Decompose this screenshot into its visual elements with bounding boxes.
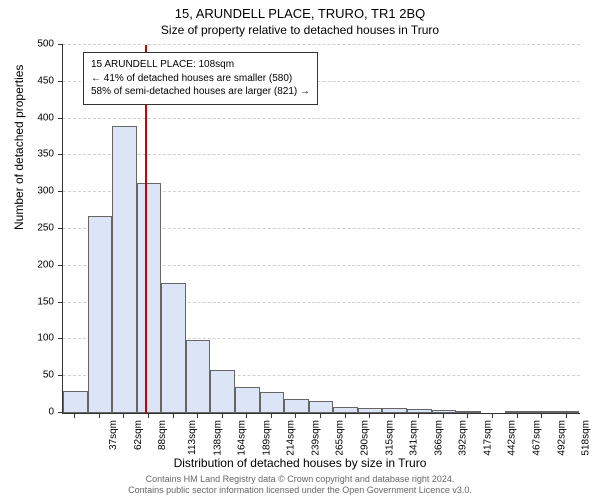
xtick-label: 315sqm (384, 420, 395, 456)
container: 15, ARUNDELL PLACE, TRURO, TR1 2BQ Size … (0, 0, 600, 500)
xtick-label: 366sqm (433, 420, 444, 456)
bar (505, 411, 530, 413)
xtick-mark (74, 413, 75, 418)
xtick-label: 442sqm (507, 420, 518, 456)
bar (112, 126, 137, 413)
footer-line-2: Contains public sector information licen… (0, 485, 600, 496)
bar (235, 387, 260, 413)
ytick-label: 450 (0, 75, 54, 86)
xtick-label: 189sqm (261, 420, 272, 456)
ytick-label: 250 (0, 223, 54, 234)
ytick-mark (58, 338, 63, 339)
ytick-mark (58, 44, 63, 45)
info-line-1: 15 ARUNDELL PLACE: 108sqm (91, 58, 310, 72)
xtick-label: 62sqm (133, 420, 144, 450)
xtick-label: 214sqm (286, 420, 297, 456)
bar (333, 407, 358, 413)
xtick-label: 492sqm (556, 420, 567, 456)
xtick-mark (566, 413, 567, 418)
info-line-2: ← 41% of detached houses are smaller (58… (91, 72, 310, 86)
ytick-label: 100 (0, 333, 54, 344)
xtick-label: 341sqm (409, 420, 420, 456)
bar (210, 370, 235, 413)
ytick-label: 50 (0, 370, 54, 381)
xtick-mark (467, 413, 468, 418)
ytick-mark (58, 375, 63, 376)
gridline (63, 118, 580, 119)
xtick-mark (517, 413, 518, 418)
xtick-mark (345, 413, 346, 418)
xtick-label: 37sqm (108, 420, 119, 450)
title-main: 15, ARUNDELL PLACE, TRURO, TR1 2BQ (0, 6, 600, 21)
xtick-mark (295, 413, 296, 418)
xtick-label: 88sqm (157, 420, 168, 450)
xtick-label: 417sqm (482, 420, 493, 456)
ytick-mark (58, 228, 63, 229)
bar (309, 401, 334, 413)
xtick-mark (271, 413, 272, 418)
x-axis-label: Distribution of detached houses by size … (0, 456, 600, 470)
xtick-label: 290sqm (360, 420, 371, 456)
xtick-mark (173, 413, 174, 418)
xtick-mark (492, 413, 493, 418)
xtick-label: 113sqm (187, 420, 198, 455)
bar (186, 340, 211, 413)
chart-area: 15 ARUNDELL PLACE: 108sqm ← 41% of detac… (62, 44, 580, 414)
xtick-mark (418, 413, 419, 418)
ytick-mark (58, 302, 63, 303)
xtick-mark (222, 413, 223, 418)
ytick-label: 300 (0, 186, 54, 197)
xtick-label: 265sqm (335, 420, 346, 456)
ytick-mark (58, 191, 63, 192)
xtick-label: 392sqm (458, 420, 469, 456)
xtick-label: 138sqm (212, 420, 223, 456)
bar (260, 392, 285, 413)
xtick-mark (394, 413, 395, 418)
xtick-mark (148, 413, 149, 418)
bar (382, 408, 407, 413)
ytick-mark (58, 154, 63, 155)
ytick-label: 500 (0, 39, 54, 50)
ytick-mark (58, 265, 63, 266)
ytick-label: 150 (0, 296, 54, 307)
bar (456, 411, 481, 413)
xtick-label: 518sqm (581, 420, 592, 456)
bar (284, 399, 309, 413)
y-axis-label: Number of detached properties (12, 65, 26, 230)
ytick-mark (58, 118, 63, 119)
bar (161, 283, 186, 413)
info-box: 15 ARUNDELL PLACE: 108sqm ← 41% of detac… (83, 52, 318, 105)
ytick-label: 400 (0, 112, 54, 123)
xtick-mark (369, 413, 370, 418)
ytick-label: 350 (0, 149, 54, 160)
xtick-mark (443, 413, 444, 418)
bar (432, 410, 457, 413)
xtick-mark (246, 413, 247, 418)
xtick-mark (197, 413, 198, 418)
ytick-mark (58, 81, 63, 82)
gridline (63, 44, 580, 45)
gridline (63, 154, 580, 155)
xtick-mark (320, 413, 321, 418)
bar (137, 183, 162, 413)
bar (407, 409, 432, 413)
ytick-label: 0 (0, 407, 54, 418)
xtick-label: 467sqm (532, 420, 543, 456)
ytick-label: 200 (0, 259, 54, 270)
xtick-mark (99, 413, 100, 418)
bar (88, 216, 113, 413)
title-subtitle: Size of property relative to detached ho… (0, 23, 600, 37)
xtick-label: 164sqm (237, 420, 248, 456)
xtick-mark (123, 413, 124, 418)
footer-line-1: Contains HM Land Registry data © Crown c… (0, 474, 600, 485)
bar (63, 391, 88, 413)
info-line-3: 58% of semi-detached houses are larger (… (91, 85, 310, 99)
bar (554, 411, 579, 413)
footer: Contains HM Land Registry data © Crown c… (0, 474, 600, 496)
xtick-label: 239sqm (310, 420, 321, 456)
xtick-mark (541, 413, 542, 418)
